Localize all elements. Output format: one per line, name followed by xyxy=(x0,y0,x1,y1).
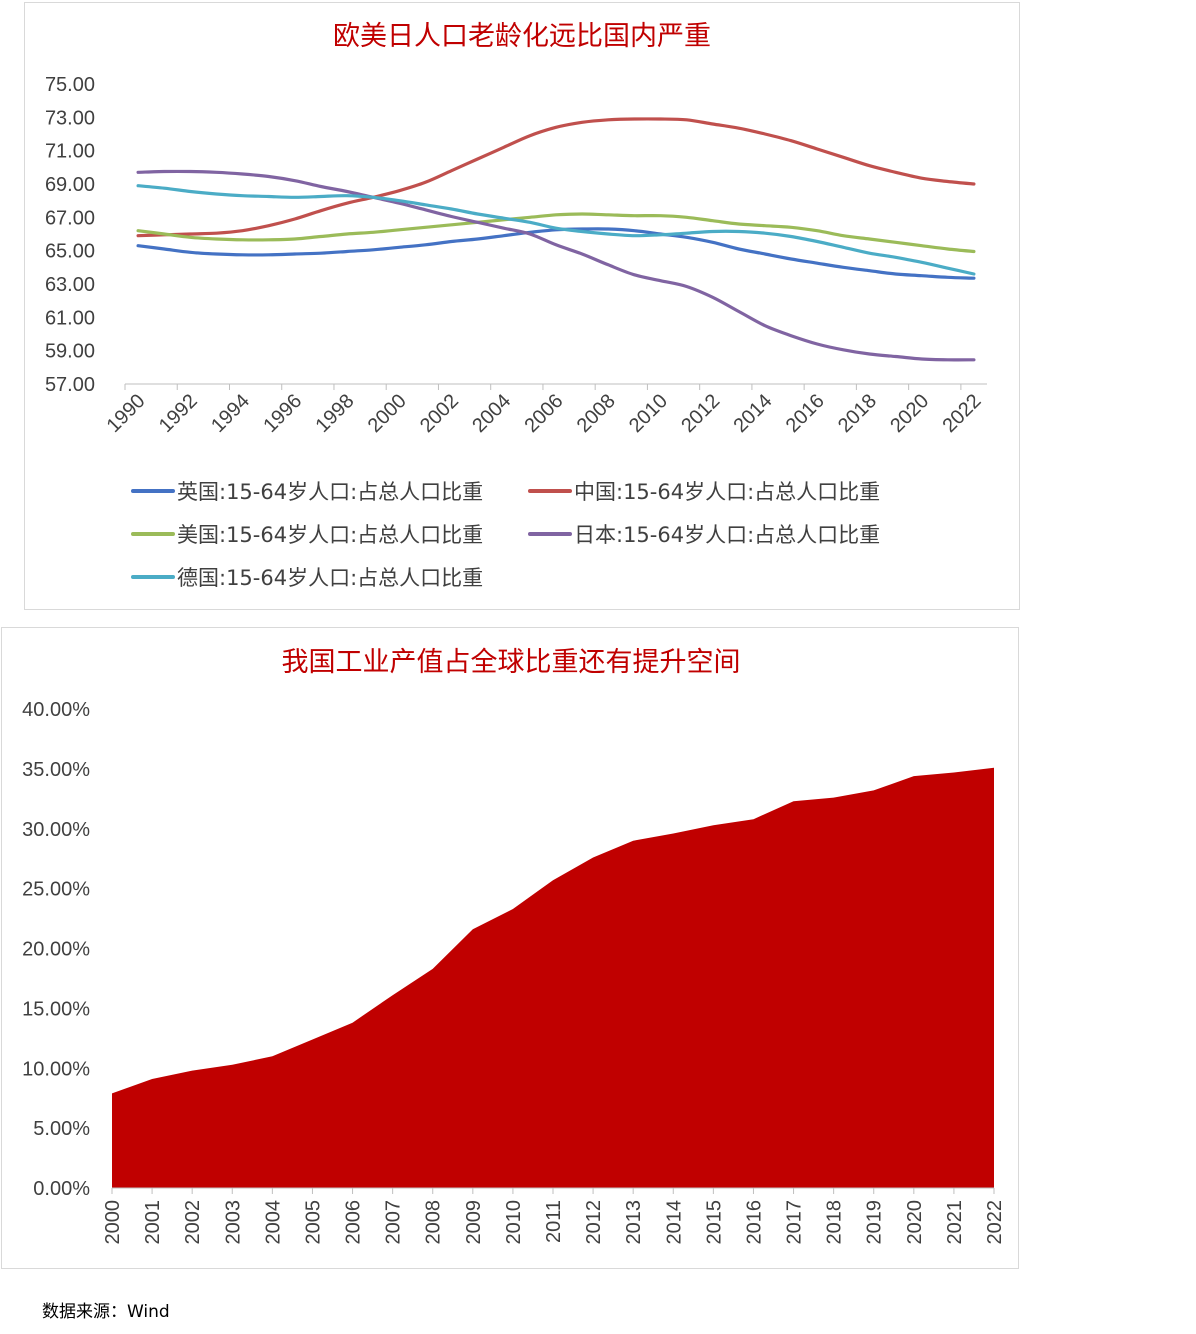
x-tick-label: 2020 xyxy=(904,1200,926,1245)
x-tick-label: 2002 xyxy=(182,1200,204,1245)
y-tick-label: 20.00% xyxy=(22,939,90,961)
series-line xyxy=(136,184,976,276)
y-tick-label: 73.00 xyxy=(45,107,95,129)
x-tick-label: 1996 xyxy=(259,390,306,437)
y-tick-label: 40.00% xyxy=(22,699,90,721)
x-tick-label: 2013 xyxy=(623,1200,645,1245)
legend-entry: 美国:15-64岁人口:占总人口比重 xyxy=(177,523,483,547)
x-tick-label: 2012 xyxy=(583,1200,605,1245)
industry-chart-panel: 我国工业产值占全球比重还有提升空间 40.00% 35.00% 30.00% 25.0… xyxy=(1,627,1019,1269)
x-tick-label: 2017 xyxy=(784,1200,806,1245)
x-tick-label: 2018 xyxy=(834,390,881,437)
x-tick-label: 2001 xyxy=(142,1200,164,1245)
x-tick-label: 2011 xyxy=(543,1200,565,1243)
y-tick-label: 61.00 xyxy=(45,307,95,329)
y-tick-label: 10.00% xyxy=(22,1058,90,1080)
series-line xyxy=(136,117,976,238)
x-tick-label: 2006 xyxy=(343,1200,365,1245)
x-tick-label: 2000 xyxy=(364,390,411,437)
x-tick-label: 2014 xyxy=(663,1200,685,1245)
x-tick-label: 1998 xyxy=(312,390,359,437)
legend-entry: 德国:15-64岁人口:占总人口比重 xyxy=(177,566,483,590)
x-tick-label: 2010 xyxy=(625,390,672,437)
x-tick-label: 1994 xyxy=(207,390,254,437)
y-tick-label: 75.00 xyxy=(45,74,95,96)
x-tick-label: 2019 xyxy=(864,1200,886,1245)
x-tick-label: 2014 xyxy=(729,390,776,437)
x-tick-label: 2002 xyxy=(416,390,463,437)
y-tick-label: 65.00 xyxy=(45,241,95,263)
x-tick-label: 2006 xyxy=(521,390,568,437)
x-tick-label: 2000 xyxy=(102,1200,124,1245)
y-tick-label: 57.00 xyxy=(45,374,95,396)
x-tick-label: 2020 xyxy=(886,390,933,437)
x-tick-label: 2022 xyxy=(984,1200,1006,1245)
x-tick-label: 2018 xyxy=(824,1200,846,1245)
legend-entry: 中国:15-64岁人口:占总人口比重 xyxy=(574,480,880,504)
y-tick-label: 0.00% xyxy=(33,1178,90,1200)
x-tick-label: 2004 xyxy=(468,390,515,437)
y-tick-label: 35.00% xyxy=(22,759,90,781)
x-tick-label: 1992 xyxy=(155,390,202,437)
series-line xyxy=(136,212,976,254)
x-tick-label: 2005 xyxy=(302,1200,324,1245)
aging-line-chart: 欧美日人口老龄化远比国内严重 75.00 73.00 71.00 69.00 67.00… xyxy=(45,21,987,590)
chart1-title: 欧美日人口老龄化远比国内严重 xyxy=(333,21,711,52)
x-tick-label: 2015 xyxy=(703,1200,725,1245)
y-tick-label: 30.00% xyxy=(22,819,90,841)
y-tick-label: 67.00 xyxy=(45,207,95,229)
legend-entry: 日本:15-64岁人口:占总人口比重 xyxy=(574,523,880,547)
series-line xyxy=(136,169,976,362)
y-tick-label: 25.00% xyxy=(22,879,90,901)
industry-area-chart: 我国工业产值占全球比重还有提升空间 40.00% 35.00% 30.00% 25.0… xyxy=(22,647,1006,1245)
y-tick-label: 63.00 xyxy=(45,274,95,296)
x-tick-label: 2016 xyxy=(743,1200,765,1245)
x-tick-label: 2004 xyxy=(262,1200,284,1245)
x-tick-label: 1990 xyxy=(103,390,150,437)
x-tick-label: 2016 xyxy=(782,390,829,437)
x-tick-label: 2012 xyxy=(677,390,724,437)
x-tick-label: 2009 xyxy=(463,1200,485,1245)
y-tick-label: 5.00% xyxy=(33,1118,90,1140)
aging-chart-panel: 欧美日人口老龄化远比国内严重 75.00 73.00 71.00 69.00 67.00… xyxy=(24,2,1020,610)
x-tick-label: 2010 xyxy=(503,1200,525,1245)
x-tick-label: 2008 xyxy=(423,1200,445,1245)
x-tick-label: 2022 xyxy=(938,390,985,437)
y-tick-label: 69.00 xyxy=(45,174,95,196)
source-note: 数据来源：Wind xyxy=(42,1302,170,1322)
chart2-title: 我国工业产值占全球比重还有提升空间 xyxy=(282,647,741,678)
x-tick-label: 2003 xyxy=(222,1200,244,1245)
legend-entry: 英国:15-64岁人口:占总人口比重 xyxy=(177,480,483,504)
x-tick-label: 2007 xyxy=(383,1200,405,1245)
y-tick-label: 59.00 xyxy=(45,341,95,363)
y-tick-label: 71.00 xyxy=(45,141,95,163)
y-tick-label: 15.00% xyxy=(22,998,90,1020)
x-tick-label: 2021 xyxy=(944,1200,966,1245)
area-series xyxy=(112,767,994,1188)
x-tick-label: 2008 xyxy=(573,390,620,437)
